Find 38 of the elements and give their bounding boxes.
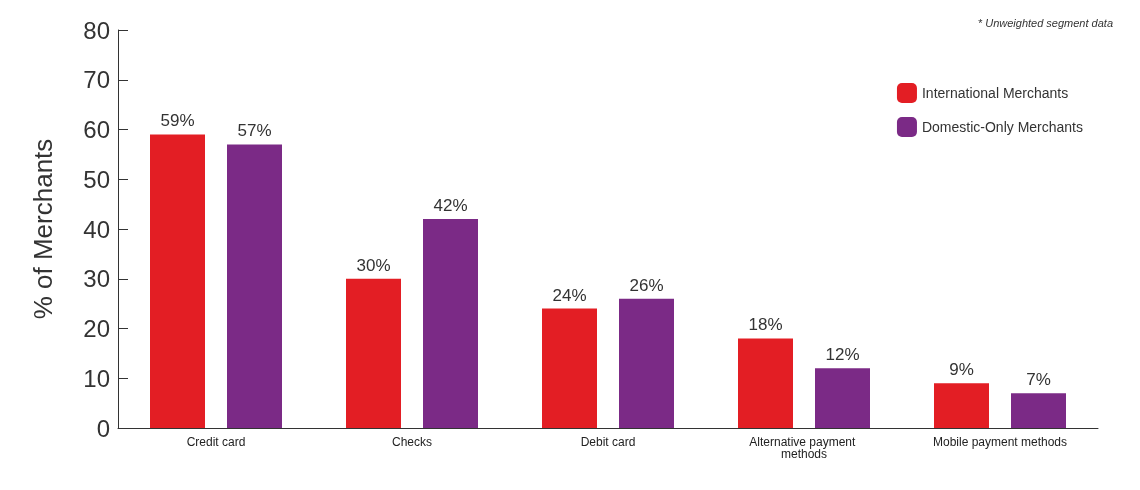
bar	[619, 298, 674, 428]
data-label: 24%	[552, 285, 587, 305]
y-tick-label: 70	[83, 66, 110, 94]
bar	[346, 278, 401, 428]
bar	[934, 383, 989, 428]
data-label: 26%	[629, 275, 664, 295]
y-tick-label: 0	[96, 414, 110, 442]
data-label: 42%	[433, 196, 468, 216]
bar	[227, 144, 282, 428]
bar	[423, 219, 478, 428]
y-tick-label: 20	[83, 315, 110, 342]
x-tick-label: Credit card	[186, 435, 246, 449]
bar	[815, 368, 870, 428]
y-axis-title: % of Merchants	[28, 138, 58, 320]
legend-label: International Merchants	[921, 85, 1069, 101]
x-tick-label: Mobile payment methods	[932, 435, 1068, 449]
legend-label: Domestic-Only Merchants	[921, 119, 1084, 135]
data-label: 7%	[1026, 370, 1051, 390]
y-tick-label: 30	[83, 265, 110, 293]
x-tick-label: Checks	[391, 435, 433, 449]
bar	[542, 308, 597, 428]
data-label: 59%	[160, 111, 195, 131]
y-tick-label: 50	[83, 165, 110, 193]
y-tick-label: 10	[83, 364, 110, 392]
x-tick-label: Debit card	[580, 435, 636, 449]
data-label: 9%	[949, 360, 974, 380]
x-tick-label: Alternative payment methods	[749, 435, 859, 461]
data-label: 30%	[356, 255, 391, 275]
bar	[150, 134, 205, 428]
data-label: 57%	[237, 121, 272, 141]
bar	[738, 338, 793, 428]
text: * Unweighted segment data	[977, 16, 1114, 29]
data-label: 12%	[825, 345, 860, 365]
y-tick-label: 60	[83, 116, 110, 143]
y-tick-label: 40	[83, 215, 110, 243]
data-label: 18%	[748, 315, 783, 335]
y-tick-label: 80	[83, 16, 110, 44]
bar	[1011, 393, 1066, 428]
